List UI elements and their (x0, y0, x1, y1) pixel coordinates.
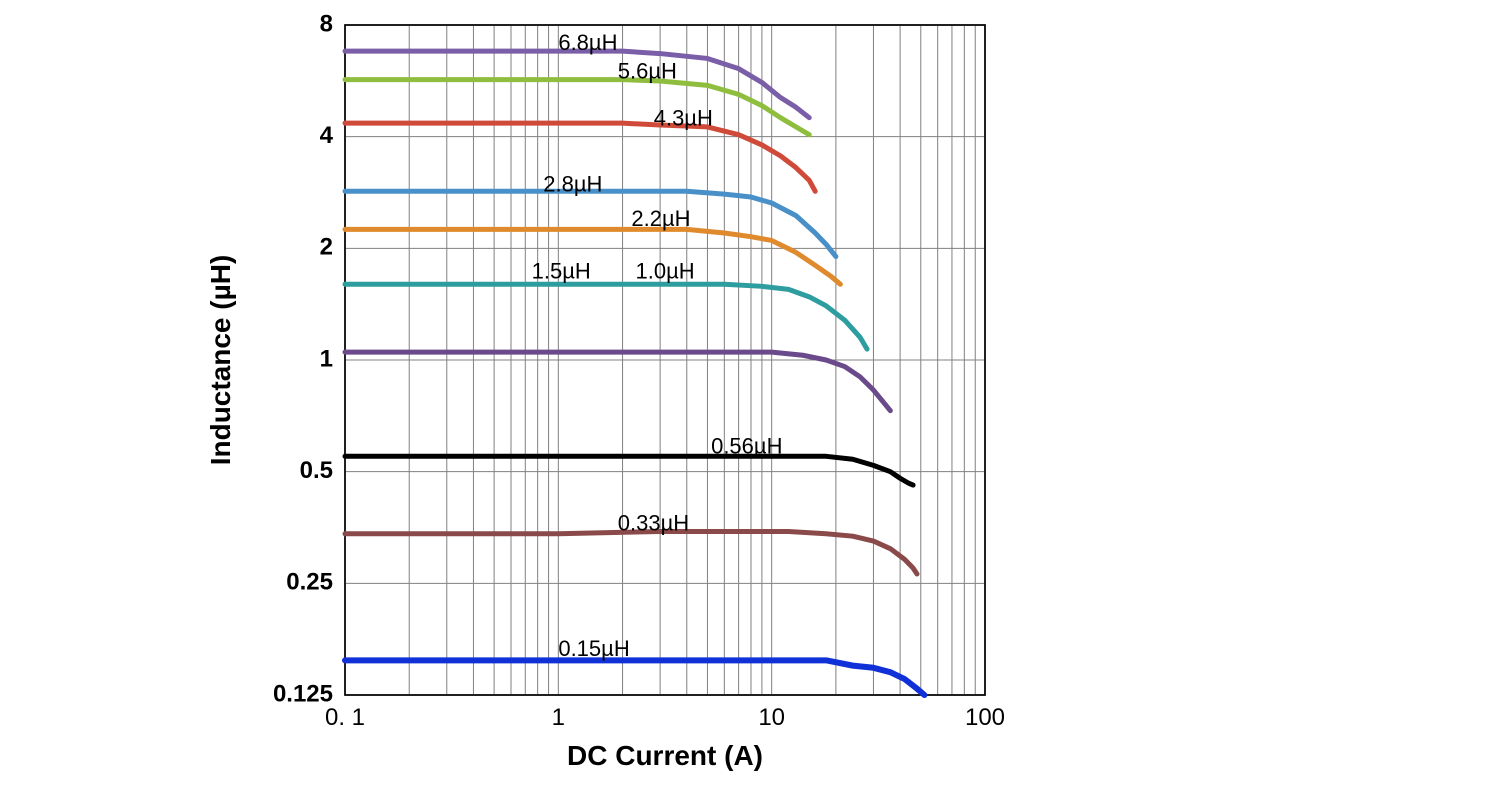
y-tick-label: 4 (320, 122, 334, 149)
series-label: 1.0µH (636, 258, 695, 283)
y-tick-label: 8 (320, 10, 333, 37)
x-tick-label: 0. 1 (325, 704, 365, 731)
y-tick-label: 2 (320, 234, 333, 261)
x-tick-label: 100 (965, 704, 1005, 731)
y-tick-label: 0.25 (286, 569, 333, 596)
series-label: 5.6µH (618, 59, 677, 84)
y-tick-label: 0.125 (273, 680, 333, 707)
series-label: 6.8µH (558, 30, 617, 55)
series-label: 2.8µH (543, 172, 602, 197)
chart-svg: 6.8µH5.6µH 4.3µH 2.8µH 2.2µH 1.5µH 1.0µH 0.56µ… (0, 0, 1500, 800)
series-label: 0.15µH (558, 636, 629, 661)
x-tick-label: 1 (552, 704, 565, 731)
series-label: 2.2µH (631, 206, 690, 231)
y-tick-label: 1 (320, 345, 333, 372)
inductance-chart: 6.8µH5.6µH 4.3µH 2.8µH 2.2µH 1.5µH 1.0µH 0.56µ… (0, 0, 1500, 800)
x-axis-title: DC Current (A) (567, 740, 763, 771)
x-tick-label: 10 (758, 704, 785, 731)
y-tick-label: 0.5 (300, 457, 333, 484)
series-label: 1.5µH (532, 258, 591, 283)
series-label: 0.56µH (711, 434, 782, 459)
y-axis-title: Inductance (µH) (205, 255, 236, 466)
series-label: 4.3µH (654, 105, 713, 130)
series-label: 0.33µH (618, 510, 689, 535)
